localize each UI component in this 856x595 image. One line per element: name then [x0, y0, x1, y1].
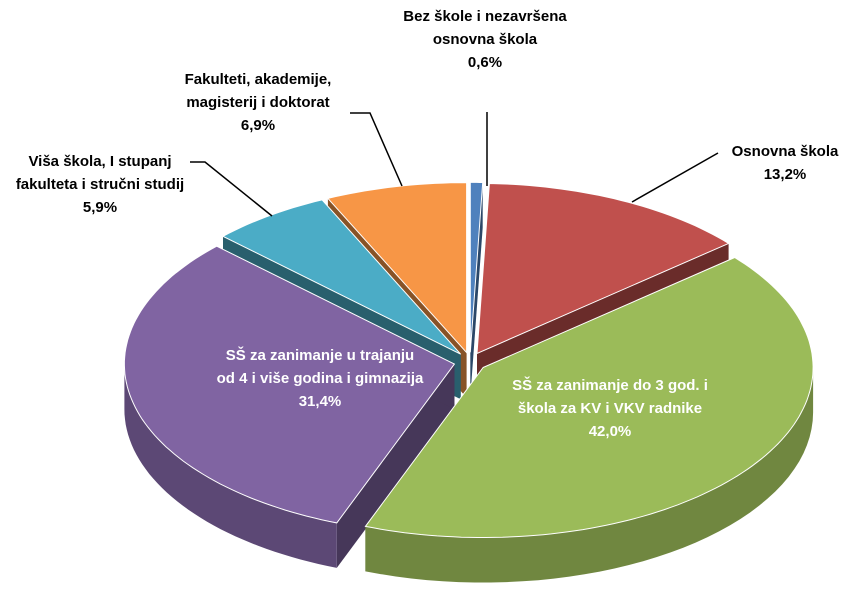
slice-wall [336, 364, 455, 568]
slice [123, 245, 456, 524]
category-label: Fakulteti, akademije, magisterij i dokto… [184, 71, 332, 111]
leader-line [631, 152, 719, 203]
slice-label: Osnovna škola 13,2% [715, 140, 855, 186]
slice [326, 182, 468, 354]
value-label: 6,9% [240, 117, 276, 134]
category-label: Bez škole i nezavršena osnovna škola [403, 8, 567, 48]
category-label: SŠ za zanimanje u trajanju od 4 i više g… [216, 347, 424, 387]
slice [364, 256, 814, 538]
category-label: SŠ za zanimanje do 3 god. i škola za KV … [512, 377, 708, 417]
slice-label: Bez škole i nezavršena osnovna škola 0,6% [400, 5, 570, 74]
value-label: 0,6% [467, 54, 503, 71]
slice-side [365, 367, 814, 583]
slice-side [124, 364, 337, 568]
slice [469, 181, 484, 353]
slice-label: SŠ za zanimanje do 3 god. i škola za KV … [505, 374, 715, 443]
slice-label: Fakulteti, akademije, magisterij i dokto… [151, 68, 366, 137]
value-label: 42,0% [588, 423, 632, 440]
slice-label: SŠ za zanimanje u trajanju od 4 i više g… [215, 344, 425, 413]
leader-line [350, 112, 403, 187]
value-label: 13,2% [763, 166, 807, 183]
value-label: 31,4% [298, 393, 342, 410]
category-label: Osnovna škola [731, 143, 839, 160]
slice-label: Viša škola, I stupanj fakulteta i stručn… [3, 150, 198, 219]
slice [476, 182, 730, 355]
slice [221, 199, 462, 355]
value-label: 5,9% [82, 199, 118, 216]
slice-wall [470, 182, 483, 398]
leader-line [190, 161, 273, 217]
category-label: Viša škola, I stupanj fakulteta i stručn… [15, 153, 185, 193]
